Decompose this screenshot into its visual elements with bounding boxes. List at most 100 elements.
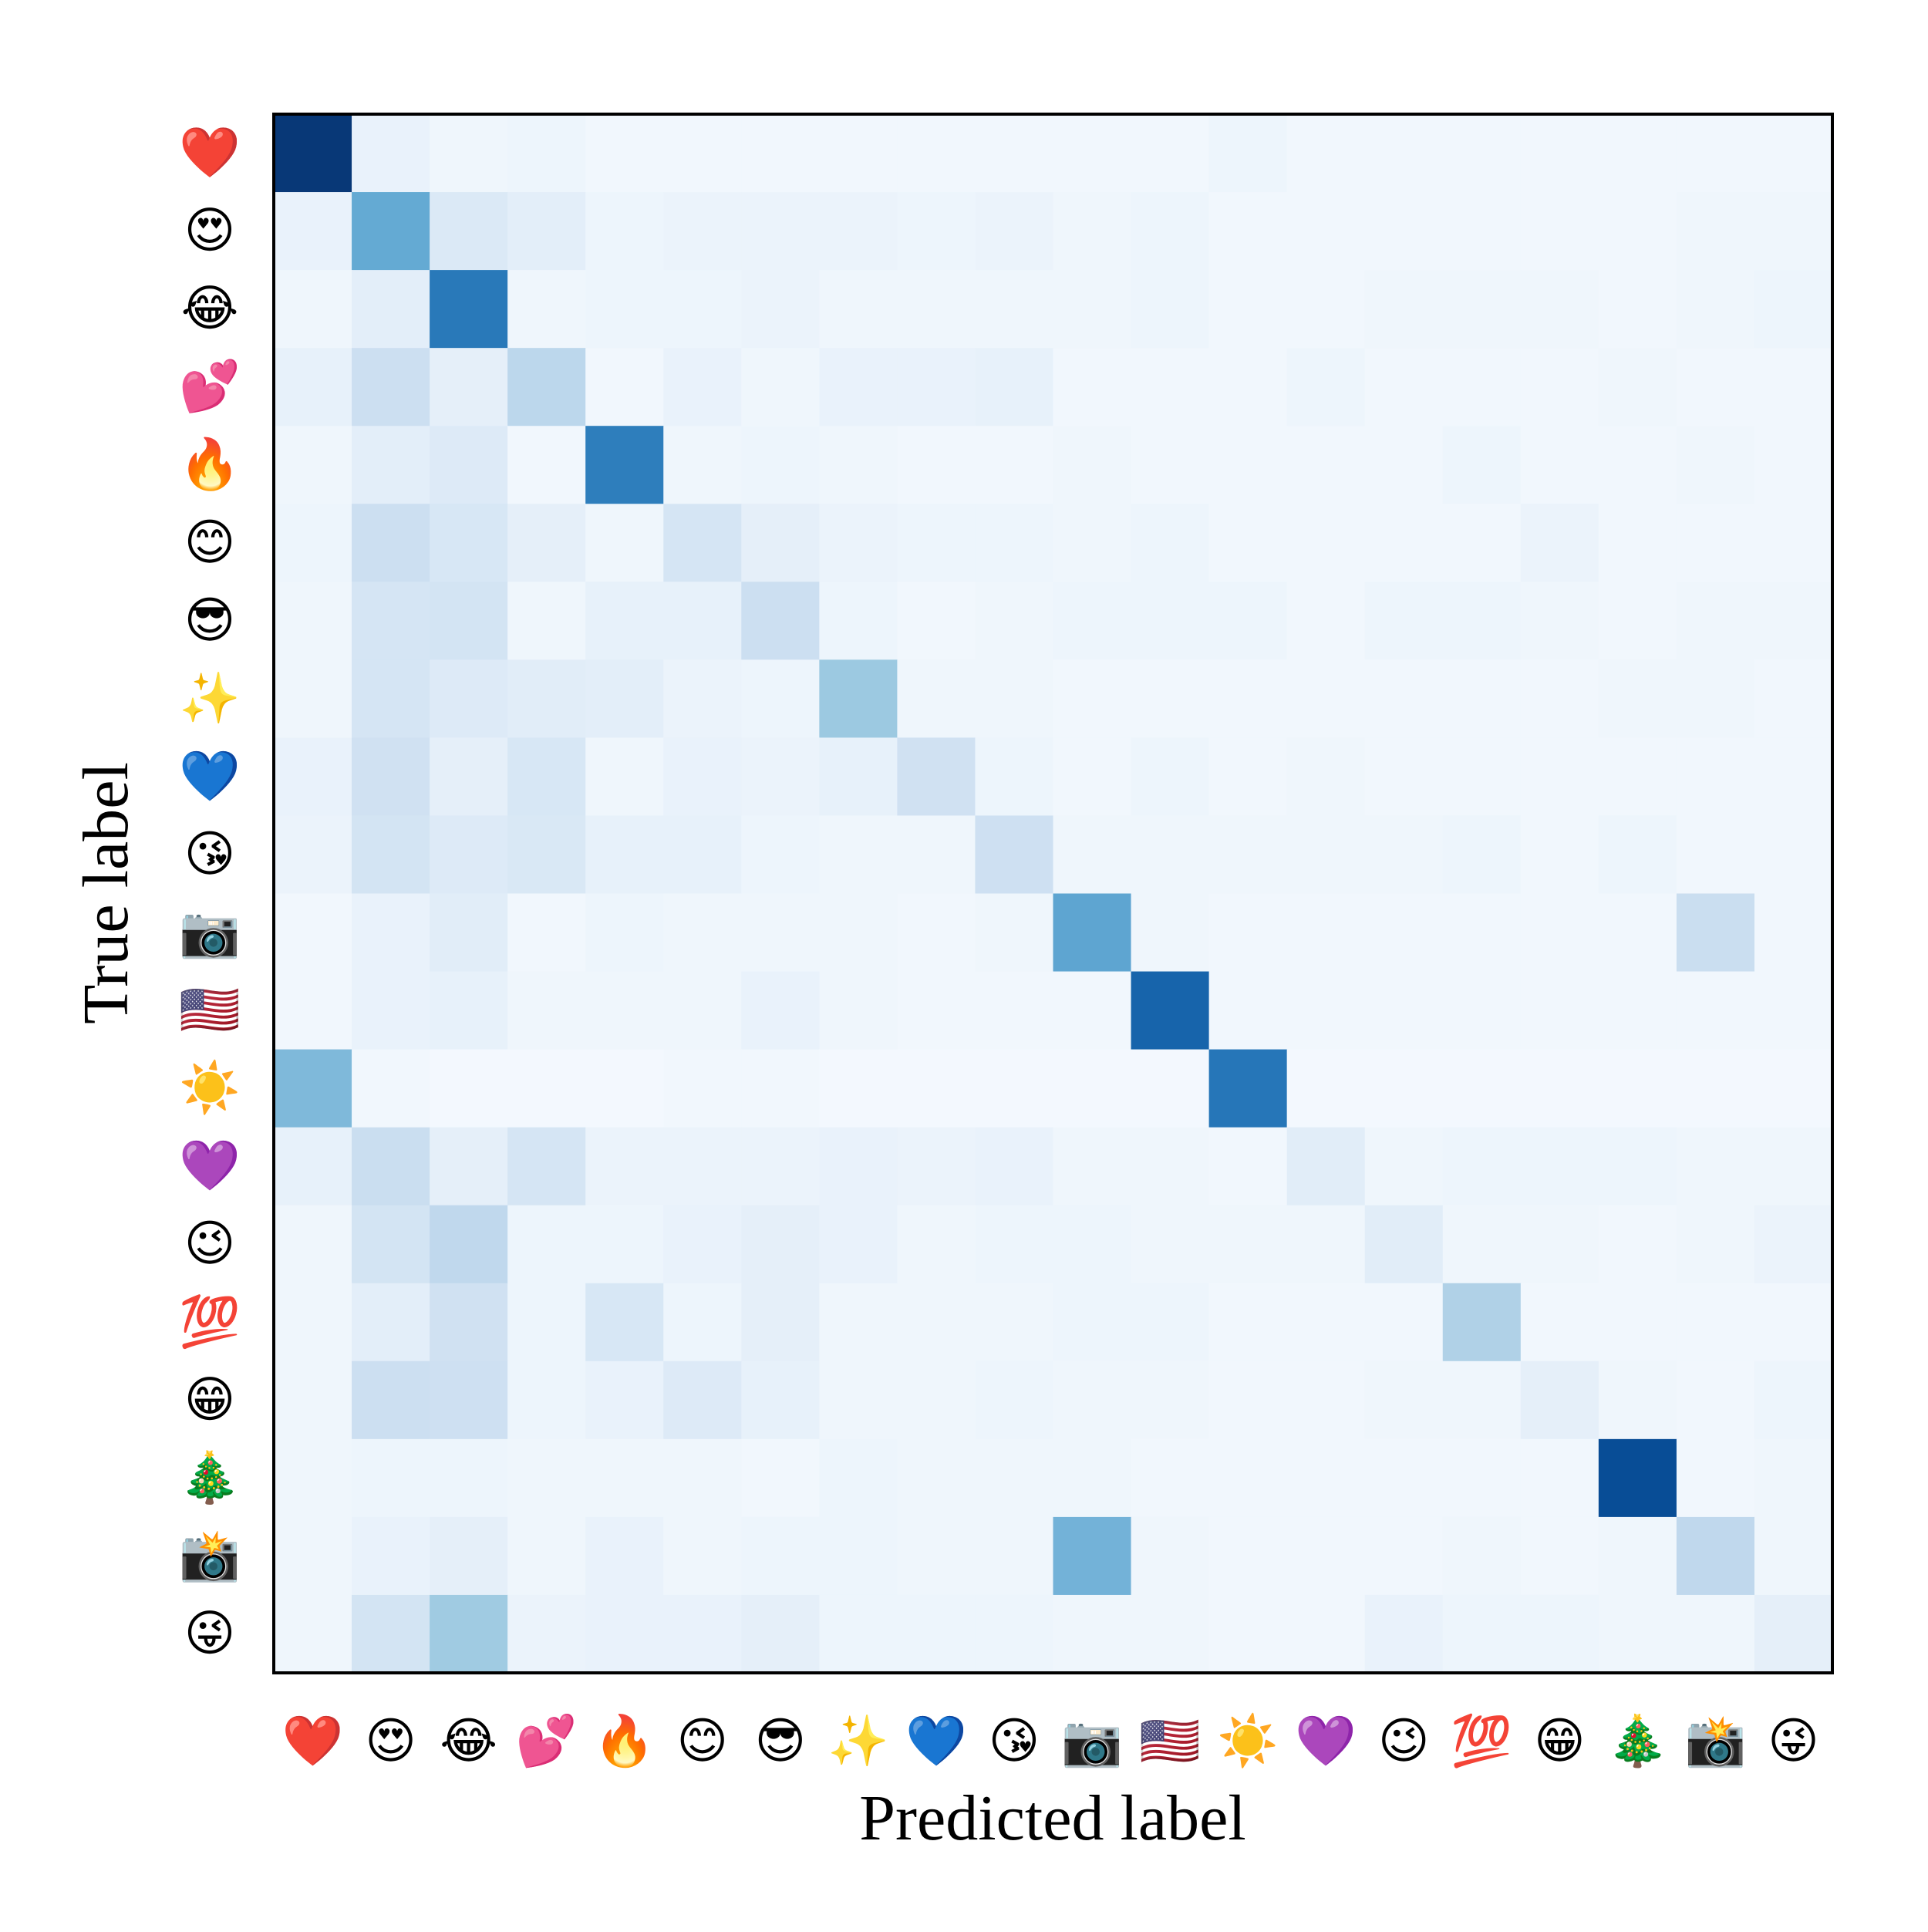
- heatmap-cell: [1364, 1516, 1444, 1596]
- heatmap-cell: [975, 426, 1054, 504]
- heatmap-cell: [274, 1594, 352, 1674]
- heatmap-cell: [1364, 582, 1444, 660]
- heatmap-cell: [274, 893, 352, 973]
- heatmap-cell: [663, 971, 742, 1050]
- x-tick-label: 💙: [905, 1713, 967, 1770]
- heatmap-cell: [819, 893, 898, 973]
- y-tick-label: 😂: [181, 281, 239, 338]
- heatmap-cell: [1364, 1283, 1444, 1362]
- x-tick-label: 📷: [1061, 1713, 1123, 1770]
- heatmap-cell: [585, 348, 664, 427]
- heatmap-cell: [1520, 815, 1599, 895]
- y-tick-label: 🔥: [179, 437, 241, 494]
- heatmap-cell: [819, 426, 898, 504]
- heatmap-cell: [352, 1360, 430, 1440]
- heatmap-cell: [1053, 504, 1132, 582]
- heatmap-cell: [1208, 659, 1288, 738]
- heatmap-cell: [1754, 893, 1833, 973]
- heatmap-cell: [1676, 270, 1755, 349]
- heatmap-cell: [430, 582, 508, 660]
- heatmap-cell: [897, 1049, 976, 1128]
- heatmap-cell: [1520, 1516, 1599, 1596]
- heatmap-cell: [1208, 1516, 1288, 1596]
- y-tick-label: ❤️: [179, 125, 241, 182]
- heatmap-cell: [274, 504, 352, 582]
- heatmap-cell: [741, 737, 820, 817]
- y-tick-label: 💜: [179, 1138, 241, 1195]
- y-tick-label: ✨: [179, 670, 241, 727]
- heatmap-cell: [897, 1283, 976, 1362]
- heatmap-cell: [1676, 1127, 1755, 1206]
- heatmap-cell: [1754, 348, 1833, 427]
- x-tick-label: 🇺🇸: [1139, 1713, 1201, 1770]
- heatmap-cell: [1442, 815, 1522, 895]
- heatmap-cell: [897, 426, 976, 504]
- heatmap-cell: [975, 1283, 1054, 1362]
- heatmap-cell: [1208, 737, 1288, 817]
- heatmap-cell: [352, 659, 430, 738]
- heatmap-cell: [507, 1438, 586, 1518]
- heatmap-cell: [585, 1049, 664, 1128]
- heatmap-cell: [1208, 971, 1288, 1050]
- heatmap-cell: [507, 192, 586, 271]
- heatmap-cell: [1676, 1283, 1755, 1362]
- heatmap-cell: [507, 1127, 586, 1206]
- heatmap-cell: [1208, 1049, 1288, 1128]
- heatmap-cell: [352, 1438, 430, 1518]
- heatmap-cell: [1364, 426, 1444, 504]
- heatmap-cell: [1131, 114, 1210, 193]
- heatmap-cell: [1598, 192, 1677, 271]
- heatmap-cell: [975, 1127, 1054, 1206]
- heatmap-cell: [1286, 1594, 1366, 1674]
- heatmap-cell: [1598, 1594, 1677, 1674]
- heatmap-cell: [1676, 659, 1755, 738]
- heatmap-cell: [1676, 971, 1755, 1050]
- heatmap-cell: [1286, 737, 1366, 817]
- heatmap-cell: [1286, 1438, 1366, 1518]
- heatmap-cell: [1208, 1594, 1288, 1674]
- heatmap-cell: [352, 1205, 430, 1284]
- heatmap-cell: [430, 1049, 508, 1128]
- heatmap-cell: [507, 659, 586, 738]
- y-tick-label: 😘: [184, 826, 236, 883]
- heatmap-cell: [274, 971, 352, 1050]
- heatmap-cell: [1754, 1516, 1833, 1596]
- heatmap-cell: [430, 659, 508, 738]
- heatmap-cell: [274, 1438, 352, 1518]
- y-tick-label: 💕: [179, 359, 241, 416]
- y-tick-label: 📸: [179, 1527, 241, 1584]
- heatmap-cell: [1754, 582, 1833, 660]
- heatmap-cell: [1286, 815, 1366, 895]
- heatmap-cell: [1520, 582, 1599, 660]
- heatmap-cell: [819, 1205, 898, 1284]
- heatmap-cell: [1520, 893, 1599, 973]
- heatmap-cell: [1442, 1049, 1522, 1128]
- x-axis-title: Predicted label: [859, 1782, 1245, 1854]
- heatmap-cell: [1131, 504, 1210, 582]
- heatmap-cell: [663, 582, 742, 660]
- heatmap-cell: [1053, 270, 1132, 349]
- heatmap-cell: [507, 1516, 586, 1596]
- heatmap-cell: [352, 971, 430, 1050]
- heatmap-cell: [1754, 815, 1833, 895]
- heatmap-cell: [1442, 971, 1522, 1050]
- heatmap-cell: [1053, 1516, 1132, 1596]
- heatmap-cell: [897, 971, 976, 1050]
- heatmap-cell: [1754, 971, 1833, 1050]
- heatmap-cell: [1754, 1205, 1833, 1284]
- heatmap-cell: [1131, 582, 1210, 660]
- heatmap-cell: [274, 348, 352, 427]
- y-tick-label: ☀️: [179, 1058, 241, 1117]
- heatmap-cell: [1364, 192, 1444, 271]
- heatmap-cell: [1053, 1360, 1132, 1440]
- heatmap-cell: [1286, 1516, 1366, 1596]
- heatmap-cell: [1131, 1205, 1210, 1284]
- heatmap-cell: [585, 192, 664, 271]
- heatmap-cell: [1053, 1438, 1132, 1518]
- heatmap-cell: [274, 1049, 352, 1128]
- heatmap-cell: [1754, 659, 1833, 738]
- heatmap-cell: [1754, 114, 1833, 193]
- heatmap-cell: [1053, 815, 1132, 895]
- heatmap-cell: [1598, 659, 1677, 738]
